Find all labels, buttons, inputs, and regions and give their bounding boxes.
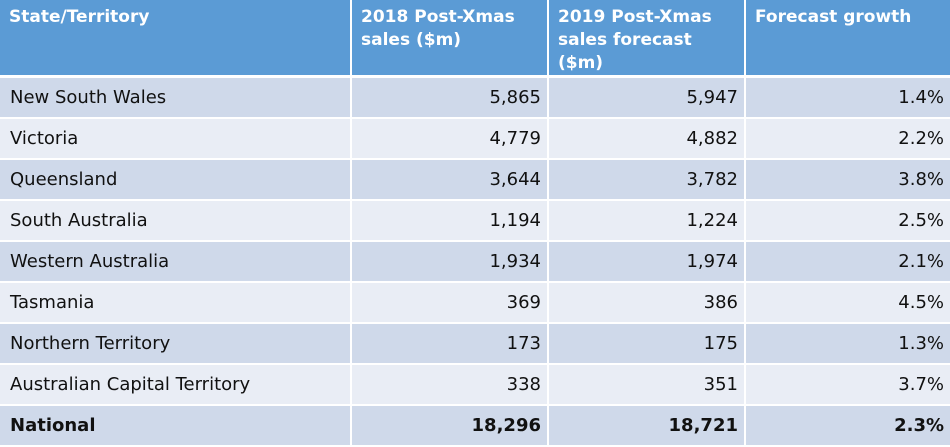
value-cell: 175 bbox=[548, 323, 746, 365]
value-cell: 18,721 bbox=[548, 405, 746, 447]
total-row: National 18,296 18,721 2.3% bbox=[0, 405, 950, 447]
state-cell: Victoria bbox=[0, 118, 352, 160]
value-cell: 5,865 bbox=[351, 76, 549, 119]
state-cell: New South Wales bbox=[0, 76, 352, 119]
value-cell: 3.7% bbox=[745, 364, 950, 406]
state-cell: Northern Territory bbox=[0, 323, 352, 365]
value-cell: 5,947 bbox=[548, 76, 746, 119]
value-cell: 351 bbox=[548, 364, 746, 406]
table-row: Tasmania 369 386 4.5% bbox=[0, 282, 950, 324]
value-cell: 4,779 bbox=[351, 118, 549, 160]
column-header: Forecast growth bbox=[745, 0, 950, 78]
table-row: Northern Territory 173 175 1.3% bbox=[0, 323, 950, 365]
value-cell: 1.3% bbox=[745, 323, 950, 365]
column-header: 2019 Post-Xmas sales forecast ($m) bbox=[548, 0, 746, 78]
header-row: State/Territory 2018 Post-Xmas sales ($m)… bbox=[0, 0, 950, 78]
table-row: Victoria 4,779 4,882 2.2% bbox=[0, 118, 950, 160]
value-cell: 2.1% bbox=[745, 241, 950, 283]
value-cell: 4.5% bbox=[745, 282, 950, 324]
table-row: New South Wales 5,865 5,947 1.4% bbox=[0, 76, 950, 119]
value-cell: 3,644 bbox=[351, 159, 549, 201]
value-cell: 369 bbox=[351, 282, 549, 324]
value-cell: 3.8% bbox=[745, 159, 950, 201]
value-cell: 2.3% bbox=[745, 405, 950, 447]
table-row: Western Australia 1,934 1,974 2.1% bbox=[0, 241, 950, 283]
table-row: Queensland 3,644 3,782 3.8% bbox=[0, 159, 950, 201]
value-cell: 2.2% bbox=[745, 118, 950, 160]
state-cell: National bbox=[0, 405, 352, 447]
value-cell: 1.4% bbox=[745, 76, 950, 119]
table-row: Australian Capital Territory 338 351 3.7% bbox=[0, 364, 950, 406]
column-header: State/Territory bbox=[0, 0, 352, 78]
state-cell: Australian Capital Territory bbox=[0, 364, 352, 406]
value-cell: 3,782 bbox=[548, 159, 746, 201]
value-cell: 2.5% bbox=[745, 200, 950, 242]
value-cell: 386 bbox=[548, 282, 746, 324]
value-cell: 1,194 bbox=[351, 200, 549, 242]
value-cell: 1,934 bbox=[351, 241, 549, 283]
value-cell: 18,296 bbox=[351, 405, 549, 447]
state-cell: Queensland bbox=[0, 159, 352, 201]
state-cell: Western Australia bbox=[0, 241, 352, 283]
column-header: 2018 Post-Xmas sales ($m) bbox=[351, 0, 549, 78]
table-row: South Australia 1,194 1,224 2.5% bbox=[0, 200, 950, 242]
value-cell: 173 bbox=[351, 323, 549, 365]
state-cell: Tasmania bbox=[0, 282, 352, 324]
value-cell: 1,974 bbox=[548, 241, 746, 283]
value-cell: 338 bbox=[351, 364, 549, 406]
value-cell: 1,224 bbox=[548, 200, 746, 242]
value-cell: 4,882 bbox=[548, 118, 746, 160]
state-cell: South Australia bbox=[0, 200, 352, 242]
